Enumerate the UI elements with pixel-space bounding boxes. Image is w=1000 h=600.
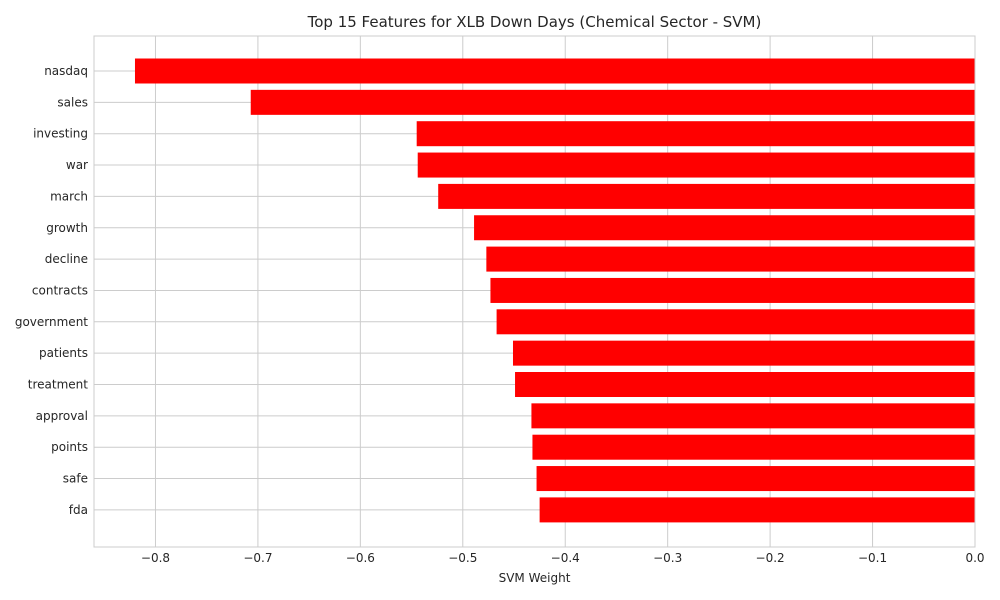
x-tick-label: −0.3 (653, 551, 682, 565)
y-tick-label-approval: approval (36, 409, 88, 423)
y-tick-label-sales: sales (57, 95, 88, 109)
y-tick-label-nasdaq: nasdaq (44, 64, 88, 78)
y-tick-label-decline: decline (45, 252, 88, 266)
x-tick-label: −0.4 (551, 551, 580, 565)
bar-contracts (490, 277, 975, 303)
plot-frame (93, 35, 976, 548)
y-tick-label-patients: patients (39, 346, 88, 360)
bar-march (438, 183, 975, 209)
y-tick-label-treatment: treatment (28, 378, 88, 392)
y-tick-label-investing: investing (33, 127, 88, 141)
y-tick-label-growth: growth (46, 221, 88, 235)
bar-patients (512, 340, 975, 366)
x-tick-label: −0.8 (141, 551, 170, 565)
bar-nasdaq (134, 58, 975, 84)
y-tick-label-fda: fda (69, 503, 88, 517)
y-tick-labels: nasdaq sales investing war march growth declin… (15, 64, 88, 517)
y-tick-label-war: war (66, 158, 88, 172)
y-tick-label-safe: safe (63, 472, 88, 486)
chart-title: Top 15 Features for XLB Down Days (Chemi… (307, 13, 762, 31)
bar-growth (474, 215, 975, 241)
x-tick-label: −0.5 (448, 551, 477, 565)
x-axis-label: SVM Weight (499, 571, 571, 585)
bars (134, 58, 975, 523)
bar-safe (536, 466, 975, 492)
y-tick-label-contracts: contracts (32, 283, 88, 297)
x-tick-label: −0.2 (756, 551, 785, 565)
bar-sales (250, 89, 975, 115)
bar-points (532, 434, 975, 460)
bar-war (417, 152, 975, 178)
y-tick-label-march: march (50, 189, 88, 203)
bar-investing (416, 121, 975, 147)
bar-government (496, 309, 975, 335)
x-tick-label: −0.1 (858, 551, 887, 565)
y-tick-label-points: points (51, 440, 88, 454)
bar-fda (539, 497, 975, 523)
x-tick-label: −0.6 (346, 551, 375, 565)
x-tick-labels: −0.8 −0.7 −0.6 −0.5 −0.4 −0.3 −0.2 −0.1 0.0 (141, 551, 985, 565)
y-tick-label-government: government (15, 315, 88, 329)
bar-approval (531, 403, 975, 429)
x-tick-label: −0.7 (243, 551, 272, 565)
bar-decline (486, 246, 975, 272)
bar-treatment (515, 372, 975, 397)
x-tick-label: 0.0 (965, 551, 984, 565)
